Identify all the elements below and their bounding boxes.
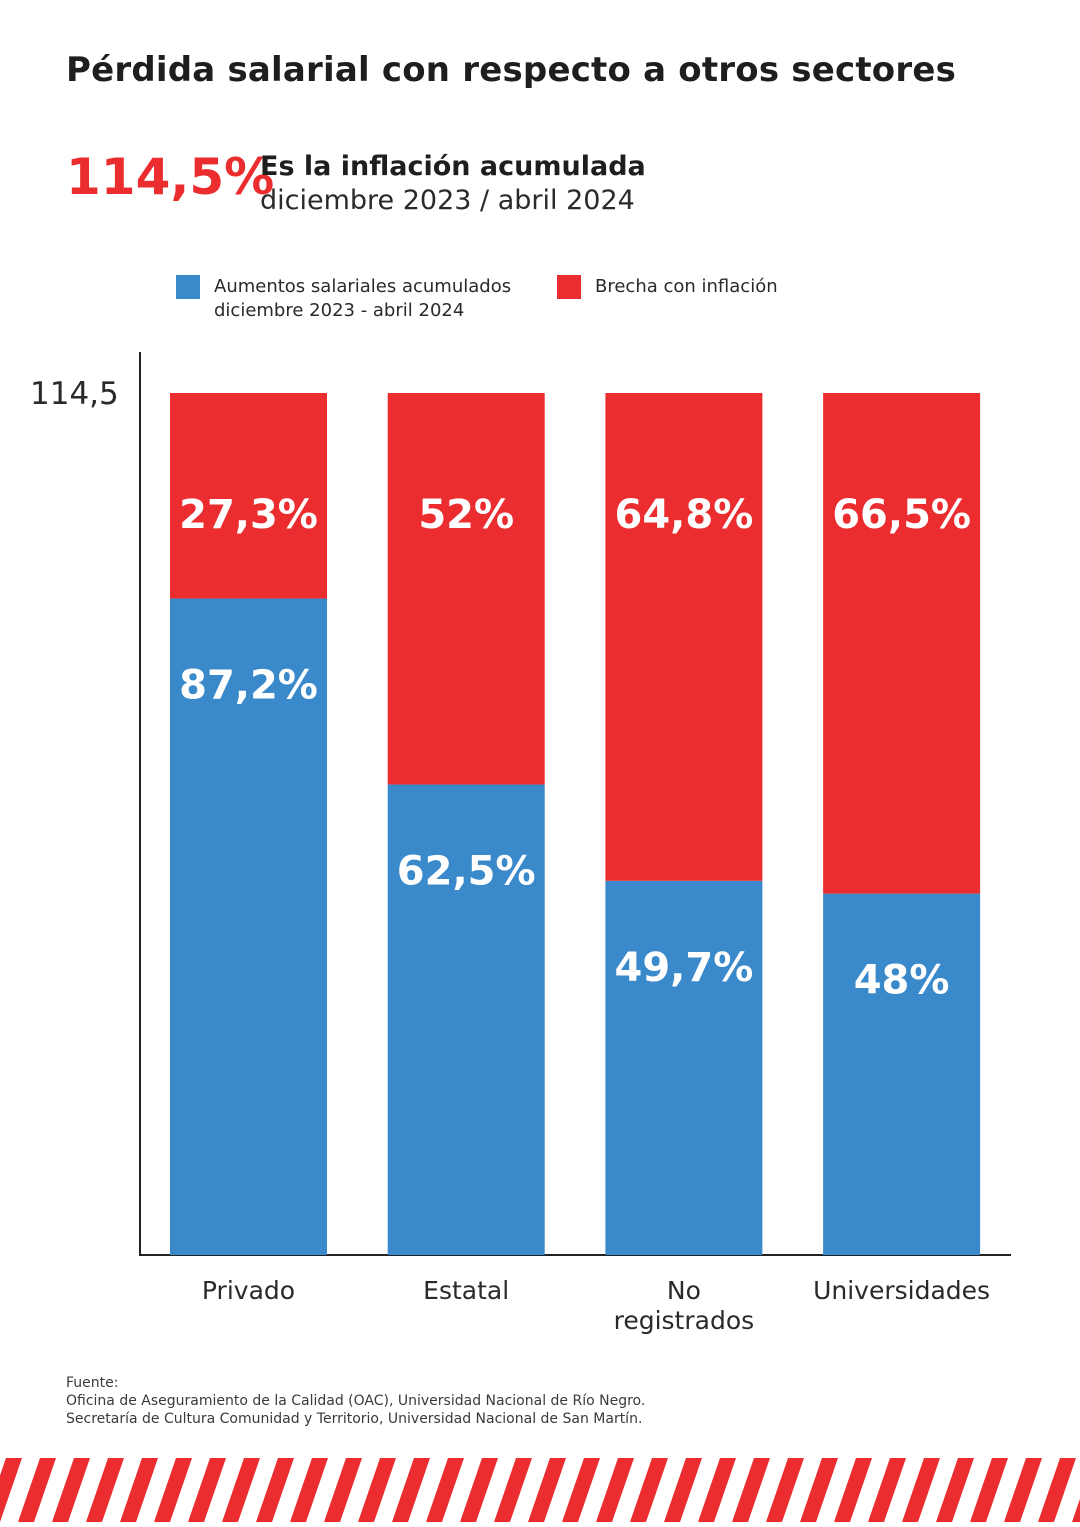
bar-value-label-salary-2: 49,7% — [615, 945, 754, 991]
footer-stripe — [680, 1458, 720, 1522]
legend-salary-line2: diciembre 2023 - abril 2024 — [214, 300, 465, 321]
footer-stripe — [238, 1458, 278, 1522]
footer-stripe — [34, 1458, 74, 1522]
footer-stripe — [204, 1458, 244, 1522]
legend-swatch-blue — [176, 275, 200, 299]
legend-swatch-red — [557, 275, 581, 299]
footer-stripe — [578, 1458, 618, 1522]
bar-salary-1 — [387, 784, 545, 1255]
footer-stripe — [714, 1458, 754, 1522]
footer-stripe — [374, 1458, 414, 1522]
bar-value-label-salary-0: 87,2% — [179, 663, 318, 709]
x-axis-category-label: Privado — [139, 1276, 359, 1306]
inflation-heading: Es la inflación acumulada — [260, 151, 646, 182]
footer-stripe — [102, 1458, 142, 1522]
bar-value-label-gap-1: 52% — [418, 492, 514, 538]
inflation-period: diciembre 2023 / abril 2024 — [260, 185, 635, 216]
footer-stripe — [272, 1458, 312, 1522]
bar-value-label-gap-2: 64,8% — [615, 492, 754, 538]
footer-stripe — [476, 1458, 516, 1522]
source-note: Fuente: Oficina de Aseguramiento de la C… — [66, 1374, 645, 1428]
legend-salary-line1: Aumentos salariales acumulados — [214, 276, 512, 297]
x-axis-category-label: No registrados — [574, 1276, 794, 1336]
y-axis-tick-label: 114,5 — [30, 376, 119, 412]
footer-stripe — [544, 1458, 584, 1522]
source-line-2: Secretaría de Cultura Comunidad y Territ… — [66, 1411, 643, 1427]
footer-stripe — [408, 1458, 448, 1522]
source-line-1: Oficina de Aseguramiento de la Calidad (… — [66, 1393, 646, 1409]
footer-stripe — [612, 1458, 652, 1522]
footer-stripe — [0, 1458, 40, 1522]
legend-label-gap: Brecha con inflación — [595, 276, 778, 297]
bar-value-label-salary-3: 48% — [854, 958, 950, 1004]
bar-value-label-gap-3: 66,5% — [832, 492, 971, 538]
category-label-line: Privado — [201, 1276, 296, 1305]
x-axis-category-label: Estatal — [356, 1276, 576, 1306]
footer-stripe — [1054, 1458, 1080, 1522]
footer-stripe — [918, 1458, 958, 1522]
footer-stripe — [306, 1458, 346, 1522]
x-axis-category-label: Universidades — [792, 1276, 1012, 1306]
footer-stripe — [646, 1458, 686, 1522]
bar-gap-3 — [823, 393, 981, 894]
legend-item-gap: Brecha con inflación — [557, 275, 778, 299]
bar-chart: 87,2% 27,3% 62,5% 52% 49,7% 64,8% 48% 66,5% — [139, 352, 1011, 1256]
footer-stripe — [510, 1458, 550, 1522]
source-heading: Fuente: — [66, 1375, 119, 1391]
bar-gap-1 — [387, 393, 545, 785]
footer-stripe — [442, 1458, 482, 1522]
bar-salary-2 — [605, 880, 763, 1255]
footer-stripe — [952, 1458, 992, 1522]
category-label-line: Estatal — [423, 1276, 510, 1305]
footer-stripe — [170, 1458, 210, 1522]
footer-stripes-decoration — [0, 1458, 1080, 1522]
legend-item-salary: Aumentos salariales acumulados diciembre… — [176, 275, 511, 323]
footer-stripe — [782, 1458, 822, 1522]
bar-value-label-salary-1: 62,5% — [397, 848, 536, 894]
footer-stripe — [68, 1458, 108, 1522]
bar-salary-3 — [823, 893, 981, 1255]
footer-stripe — [136, 1458, 176, 1522]
page-title: Pérdida salarial con respecto a otros se… — [66, 50, 957, 90]
footer-stripe — [884, 1458, 924, 1522]
legend-label-salary: Aumentos salariales acumulados diciembre… — [214, 275, 511, 323]
bar-value-label-gap-0: 27,3% — [179, 492, 318, 538]
footer-stripe — [1020, 1458, 1060, 1522]
bar-gap-0 — [170, 393, 327, 599]
category-label-line: No — [666, 1276, 701, 1305]
bar-gap-2 — [605, 393, 763, 881]
footer-stripe — [850, 1458, 890, 1522]
footer-stripe — [986, 1458, 1026, 1522]
bar-salary-0 — [170, 598, 327, 1255]
footer-stripe — [816, 1458, 856, 1522]
category-label-line: registrados — [613, 1306, 755, 1335]
footer-stripe — [748, 1458, 788, 1522]
inflation-percent: 114,5% — [66, 148, 275, 206]
footer-stripe — [340, 1458, 380, 1522]
category-label-line: Universidades — [813, 1276, 991, 1305]
